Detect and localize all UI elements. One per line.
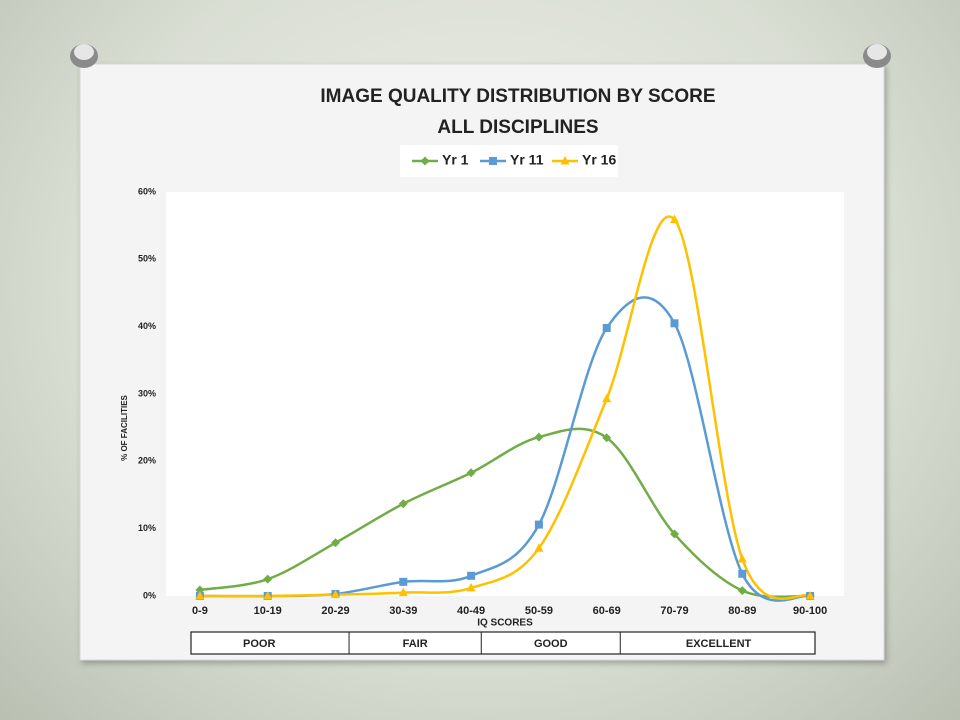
marker <box>399 577 408 586</box>
x-tick-label: 40-49 <box>457 605 485 617</box>
marker <box>737 553 747 563</box>
score-band-label: POOR <box>243 638 275 650</box>
marker <box>670 529 679 539</box>
x-tick-label: 20-29 <box>321 605 349 617</box>
score-band-label: EXCELLENT <box>686 638 752 650</box>
y-tick-label: 0% <box>143 590 156 600</box>
marker <box>602 324 611 333</box>
y-tick-label: 40% <box>138 321 156 331</box>
marker <box>602 433 612 443</box>
chart-title: IMAGE QUALITY DISTRIBUTION BY SCORE <box>320 86 715 107</box>
marker <box>534 520 543 529</box>
marker <box>263 574 273 584</box>
marker <box>466 468 476 478</box>
x-axis-label: IQ SCORES <box>477 618 533 629</box>
marker <box>738 569 747 578</box>
marker <box>670 214 679 224</box>
legend-label: Yr 16 <box>582 152 616 168</box>
marker <box>560 156 570 165</box>
marker <box>467 571 476 580</box>
marker <box>534 543 544 552</box>
x-tick-label: 70-79 <box>660 605 688 617</box>
score-band-box <box>190 631 816 655</box>
marker <box>737 586 747 596</box>
series-line <box>199 427 811 599</box>
score-band-label: FAIR <box>403 638 428 650</box>
marker <box>534 432 544 442</box>
x-tick-label: 90-100 <box>793 605 827 617</box>
marker <box>331 589 340 599</box>
legend-label: Yr 11 <box>510 152 544 168</box>
y-tick-label: 50% <box>138 254 156 264</box>
marker <box>398 499 408 509</box>
x-tick-label: 30-39 <box>389 605 417 617</box>
x-tick-label: 60-69 <box>593 605 621 617</box>
y-tick-label: 10% <box>138 523 156 533</box>
marker <box>602 393 612 403</box>
x-tick-label: 50-59 <box>525 605 553 617</box>
marker <box>420 156 430 166</box>
marker <box>466 582 476 592</box>
plot-area <box>166 192 844 596</box>
score-band-label: GOOD <box>534 638 568 650</box>
y-axis-label: % OF FACILITIES <box>120 394 129 460</box>
marker <box>398 587 408 597</box>
pin <box>70 44 891 68</box>
x-tick-label: 10-19 <box>254 605 282 617</box>
chart-subtitle: ALL DISCIPLINES <box>437 117 598 138</box>
y-tick-label: 20% <box>138 456 156 466</box>
marker <box>670 319 679 328</box>
legend-label: Yr 1 <box>442 152 469 168</box>
marker <box>331 538 340 548</box>
y-tick-label: 30% <box>138 388 156 398</box>
marker <box>805 591 815 600</box>
marker <box>195 591 205 600</box>
marker <box>489 157 497 165</box>
x-tick-label: 0-9 <box>192 605 208 617</box>
marker <box>263 591 273 600</box>
y-tick-label: 60% <box>138 186 156 196</box>
x-tick-label: 80-89 <box>728 605 756 617</box>
